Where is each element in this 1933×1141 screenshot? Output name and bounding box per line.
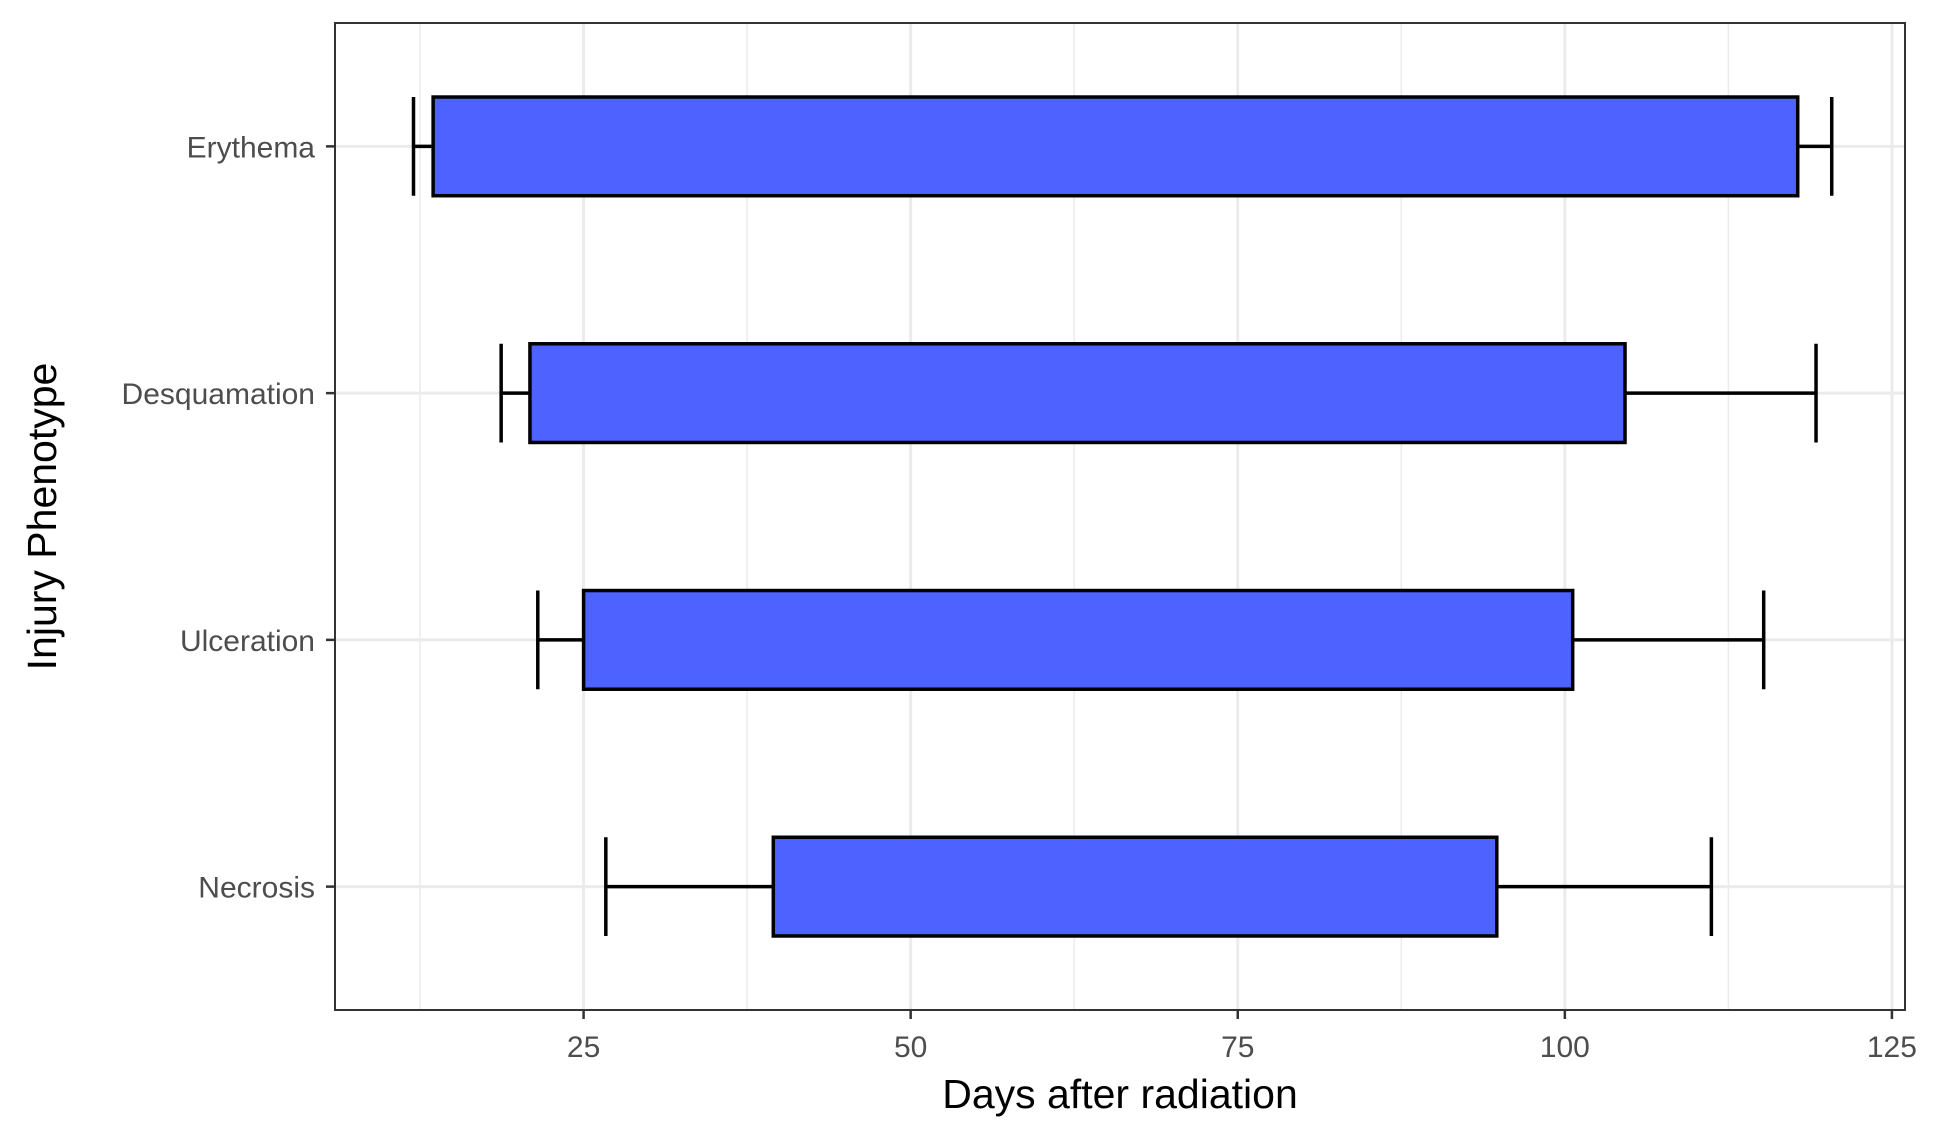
bar (581, 588, 1575, 691)
bar (431, 95, 1800, 198)
y-tick-label: Ulceration (180, 625, 315, 658)
x-tick-label: 125 (1867, 1031, 1917, 1064)
bar (528, 342, 1627, 445)
x-tick-label: 50 (894, 1031, 927, 1064)
x-tick-label: 25 (567, 1031, 600, 1064)
y-tick-label: Necrosis (198, 872, 315, 905)
x-tick-label: 75 (1221, 1031, 1254, 1064)
y-axis-title: Injury Phenotype (19, 363, 65, 671)
x-tick-label: 100 (1540, 1031, 1590, 1064)
bar-layer (411, 95, 1834, 938)
x-axis-title: Days after radiation (942, 1071, 1298, 1117)
bar (771, 835, 1499, 938)
y-tick-label: Erythema (187, 131, 316, 164)
axis-layer: 25 50 75 100 125 Erythema Desquamation Ulcerati… (122, 131, 1917, 1064)
plot-panel-border (334, 22, 1906, 1011)
y-tick-label: Desquamation (122, 378, 315, 411)
